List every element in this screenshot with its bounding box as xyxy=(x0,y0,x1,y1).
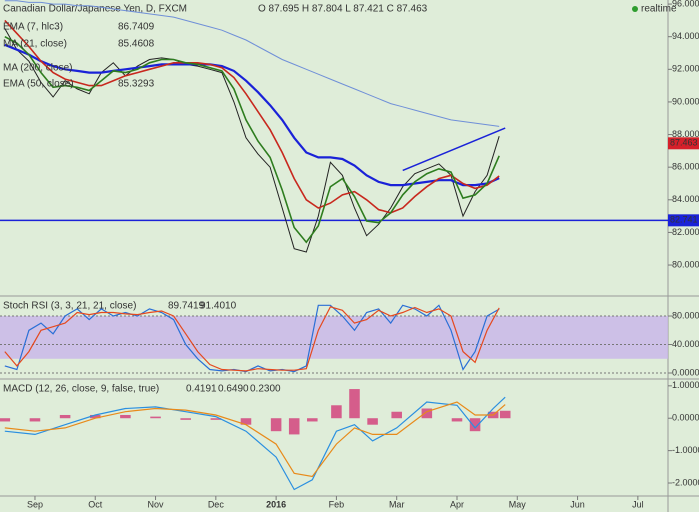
y-tick-label: 84.000 xyxy=(672,194,699,204)
histogram-bar xyxy=(210,418,222,420)
series-line xyxy=(4,304,500,373)
y-tick-label: 92.000 xyxy=(672,64,699,74)
legend-value: 89.7419 xyxy=(168,301,205,312)
legend-name: EMA (50, close) xyxy=(3,79,74,90)
histogram-bar xyxy=(29,418,41,422)
x-tick-label: Jun xyxy=(570,499,585,509)
series-line xyxy=(4,396,506,491)
x-tick-label: Jul xyxy=(632,499,644,509)
legend-value: 0.4191 xyxy=(186,384,217,395)
ohlc: O 87.695 H 87.804 L 87.421 C 87.463 xyxy=(258,4,428,15)
main-panel xyxy=(0,0,668,295)
panel-title: Stoch RSI (3, 3, 21, 21, close) xyxy=(3,301,136,312)
price-label: 87.463 xyxy=(670,138,698,148)
legend-value: 0.6490 xyxy=(218,384,249,395)
trendline xyxy=(402,127,506,172)
series-line xyxy=(4,306,500,372)
y-tick-label: 86.000 xyxy=(672,162,699,172)
legend-value: 91.4010 xyxy=(200,301,237,312)
y-tick-label: 90.000 xyxy=(672,96,699,106)
chart-title: Canadian Dollar/Japanese Yen, D, FXCM xyxy=(3,4,187,15)
series-line xyxy=(4,43,500,187)
histogram-bar xyxy=(0,418,11,422)
histogram-bar xyxy=(288,418,300,435)
histogram-bar xyxy=(307,418,318,422)
legend-value: 0.2300 xyxy=(250,384,281,395)
price-box xyxy=(668,137,699,150)
histogram-bar xyxy=(451,418,463,422)
histogram-bar xyxy=(349,389,360,419)
y-tick-label: 96.000 xyxy=(672,0,699,8)
band xyxy=(0,316,668,359)
histogram-bar xyxy=(89,414,101,419)
y-tick-label: 1.0000 xyxy=(672,380,699,390)
histogram-bar xyxy=(270,418,282,432)
x-tick-label: Apr xyxy=(450,499,464,509)
x-tick-label: May xyxy=(509,499,527,509)
panel-title: MACD (12, 26, close, 9, false, true) xyxy=(3,384,159,395)
histogram-bar xyxy=(180,418,191,420)
histogram-bar xyxy=(120,414,131,419)
x-tick-label: Dec xyxy=(208,499,225,509)
histogram-bar xyxy=(150,416,161,419)
x-tick-label: 2016 xyxy=(266,499,286,509)
y-tick-label: 0.0000 xyxy=(672,367,699,377)
status: realtime xyxy=(641,4,677,15)
histogram-bar xyxy=(367,418,378,425)
series-line xyxy=(4,19,500,214)
histogram-bar xyxy=(469,418,481,432)
series-line xyxy=(4,0,500,127)
x-tick-label: Oct xyxy=(88,499,103,509)
histogram-bar xyxy=(331,405,342,419)
y-tick-label: -2.0000 xyxy=(672,477,699,487)
legend-value: 86.7409 xyxy=(118,22,155,33)
histogram-bar xyxy=(499,410,511,419)
series-line xyxy=(4,28,500,253)
histogram-bar xyxy=(391,411,402,419)
histogram-bar xyxy=(59,414,71,419)
price-label: 82.741 xyxy=(670,215,698,225)
y-tick-label: 80.0000 xyxy=(672,310,699,320)
legend-name: MA (21, close) xyxy=(3,39,67,50)
y-tick-label: 82.000 xyxy=(672,227,699,237)
price-box xyxy=(668,214,699,227)
legend-value: 85.4608 xyxy=(118,39,155,50)
y-tick-label: 88.000 xyxy=(672,129,699,139)
y-tick-label: 80.000 xyxy=(672,259,699,269)
x-tick-label: Feb xyxy=(329,499,345,509)
x-tick-label: Sep xyxy=(27,499,43,509)
y-tick-label: 40.0000 xyxy=(672,339,699,349)
series-line xyxy=(4,401,506,478)
legend-value: 85.3293 xyxy=(118,79,155,90)
status-dot xyxy=(632,6,638,12)
y-tick-label: -1.0000 xyxy=(672,445,699,455)
histogram-bar xyxy=(421,408,433,419)
y-tick-label: 0.0000 xyxy=(672,413,699,423)
y-tick-label: 94.000 xyxy=(672,31,699,41)
x-tick-label: Nov xyxy=(148,499,165,509)
series-line xyxy=(4,35,500,244)
legend-name: MA (200, close) xyxy=(3,63,72,74)
legend-name: EMA (7, hlc3) xyxy=(3,22,63,33)
histogram-bar xyxy=(240,418,252,425)
x-tick-label: Mar xyxy=(389,499,405,509)
